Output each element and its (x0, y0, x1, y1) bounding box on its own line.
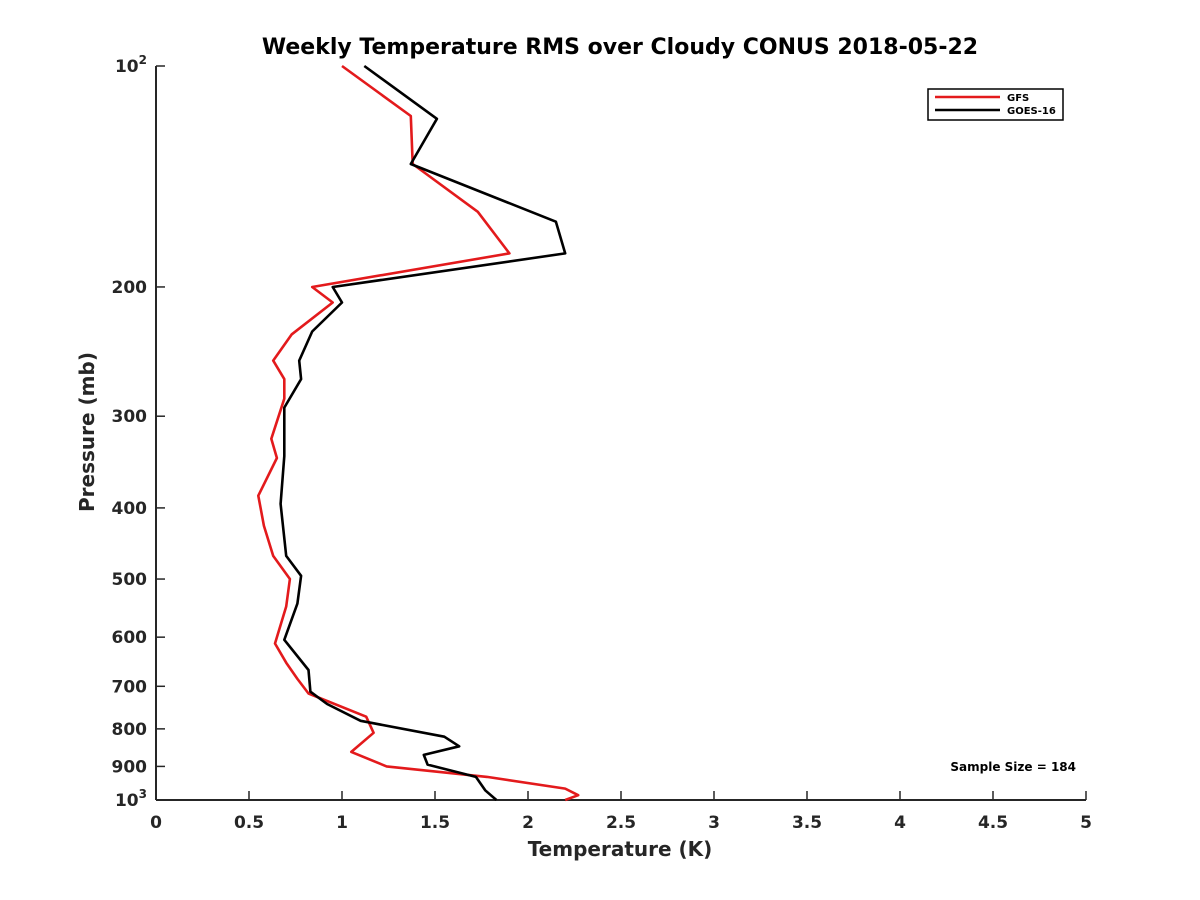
y-tick-label: 102 (115, 53, 147, 77)
series-layer (256, 64, 580, 802)
x-tick-label: 4.5 (978, 813, 1008, 833)
x-tick-label: 5 (1080, 813, 1092, 833)
y-tick-label: 600 (112, 628, 148, 648)
legend-label: GOES-16 (1007, 106, 1056, 117)
y-tick-label-base: 900 (112, 757, 148, 777)
y-tick-label-exponent: 3 (139, 787, 147, 801)
y-tick-label-base: 10 (115, 57, 139, 77)
x-tick-label: 3.5 (792, 813, 822, 833)
axes: 0 0.5 1 1.5 2 2.5 3 3.5 4 4.5 51022003004005006007… (112, 53, 1092, 833)
y-tick-label: 800 (112, 720, 148, 740)
chart-title: Weekly Temperature RMS over Cloudy CONUS… (262, 35, 978, 60)
x-tick-label: 1.5 (420, 813, 450, 833)
y-tick-label: 103 (115, 787, 147, 811)
y-tick-label-base: 300 (112, 407, 148, 427)
y-tick-label: 500 (112, 570, 148, 590)
x-tick-label: 0 (150, 813, 162, 833)
y-tick-label-base: 400 (112, 499, 148, 519)
legend: GFS GOES-16 (927, 88, 1064, 121)
x-axis-label: Temperature (K) (528, 837, 713, 861)
series-line-goes-16 (279, 64, 567, 801)
y-tick-label: 200 (112, 278, 148, 298)
x-tick-label: 0.5 (234, 813, 264, 833)
y-tick-label-base: 500 (112, 570, 148, 590)
y-tick-label-base: 700 (112, 677, 148, 697)
sample-size-annotation: Sample Size = 184 (950, 760, 1076, 774)
x-tick-label: 4 (894, 813, 906, 833)
x-tick-label: 3 (708, 813, 720, 833)
series-line-gfs (256, 64, 580, 802)
y-tick-label-exponent: 2 (139, 53, 147, 67)
y-tick-label: 300 (112, 407, 148, 427)
legend-label: GFS (1007, 93, 1029, 104)
y-axis-label: Pressure (mb) (75, 352, 99, 512)
y-tick-label: 900 (112, 757, 148, 777)
legend-box (927, 88, 1064, 121)
y-tick-label-base: 800 (112, 720, 148, 740)
y-tick-label-base: 10 (115, 791, 139, 811)
y-tick-label: 400 (112, 499, 148, 519)
y-tick-label-base: 600 (112, 628, 148, 648)
y-tick-label: 700 (112, 677, 148, 697)
x-tick-label: 2.5 (606, 813, 636, 833)
x-tick-label: 2 (522, 813, 534, 833)
x-tick-label: 1 (336, 813, 348, 833)
y-tick-label-base: 200 (112, 278, 148, 298)
